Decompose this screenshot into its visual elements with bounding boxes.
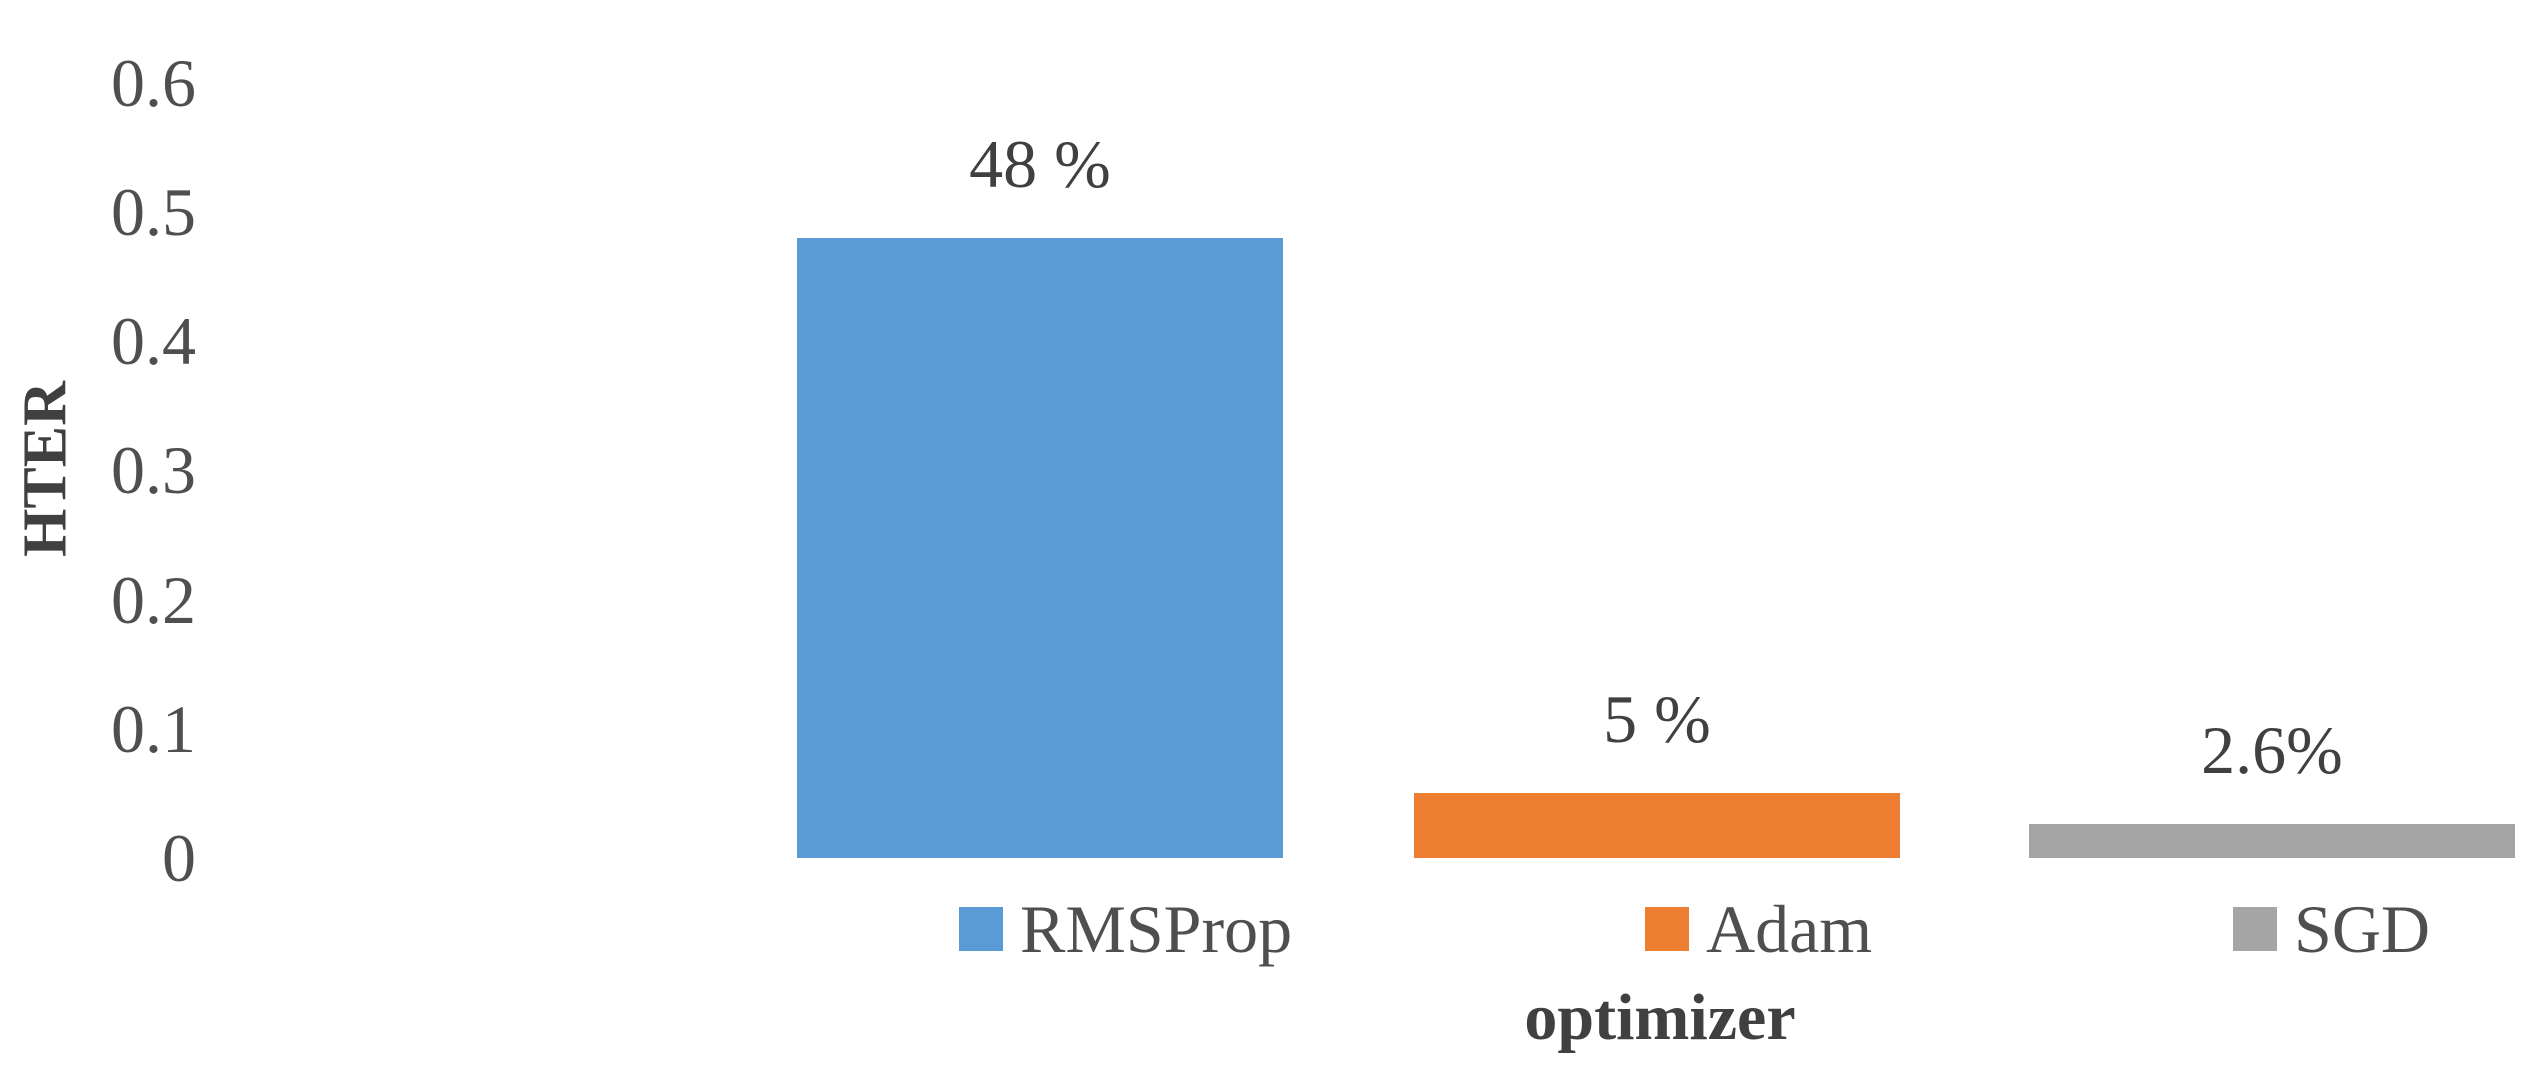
legend-item-adam: Adam xyxy=(1645,895,1872,963)
legend-label: RMSProp xyxy=(1020,891,1293,967)
y-tick-label: 0.5 xyxy=(111,174,196,250)
data-label-rmsprop: 48 % xyxy=(969,126,1111,202)
y-tick-label: 0 xyxy=(162,820,196,896)
legend-swatch-rmsprop xyxy=(959,907,1003,951)
legend-swatch-adam xyxy=(1645,907,1689,951)
x-axis-title: optimizer xyxy=(1524,981,1796,1054)
legend-label: SGD xyxy=(2294,891,2431,967)
legend-item-rmsprop: RMSProp xyxy=(959,895,1292,963)
bar-adam xyxy=(1414,793,1900,858)
y-tick-label: 0.6 xyxy=(111,44,196,121)
bar-sgd xyxy=(2029,824,2515,858)
bar-rmsprop xyxy=(797,238,1283,858)
y-tick-label: 0.3 xyxy=(111,432,196,509)
legend-item-sgd: SGD xyxy=(2233,895,2430,963)
y-tick-label: 0.4 xyxy=(111,303,196,380)
legend-label: Adam xyxy=(1706,891,1873,967)
data-label-sgd: 2.6% xyxy=(2201,712,2343,788)
y-tick-label: 0.2 xyxy=(111,561,196,638)
data-label-adam: 5 % xyxy=(1603,681,1711,757)
legend-swatch-sgd xyxy=(2233,907,2277,951)
y-tick-label: 0.1 xyxy=(111,690,196,767)
